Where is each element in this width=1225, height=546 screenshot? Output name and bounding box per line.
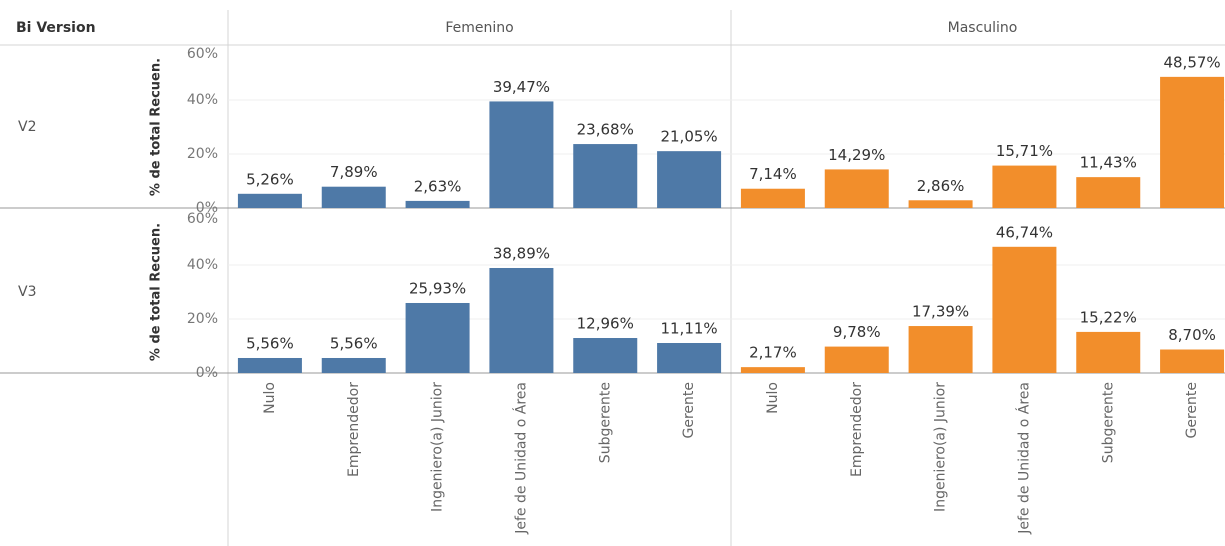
y-tick-label: 20% [187,146,218,162]
bar [237,357,302,373]
bar [1160,349,1225,373]
bar [908,200,973,208]
y-tick-label: 40% [187,257,218,273]
x-tick-label: Ingeniero(a) Junior [430,382,446,512]
bar [573,338,638,373]
value-label: 17,39% [912,303,969,321]
y-tick-label: 40% [187,92,218,108]
y-tick-label: 0% [196,200,218,216]
y-axis-label: % de total Recuen. [149,223,164,361]
value-label: 2,17% [749,344,797,362]
row-header: Bi Version [16,20,96,36]
value-label: 7,89% [330,163,378,181]
bar [321,357,386,373]
value-label: 11,43% [1080,154,1137,172]
bar [1076,177,1141,208]
value-label: 5,26% [246,170,294,188]
value-label: 15,71% [996,142,1053,160]
value-label: 46,74% [996,223,1053,241]
x-tick-label: Jefe de Unidad o Área [1015,382,1032,535]
y-tick-label: 20% [187,311,218,327]
value-label: 38,89% [493,244,550,262]
y-tick-label: 0% [196,365,218,381]
value-label: 5,56% [246,334,294,352]
y-tick-label: 60% [187,211,218,227]
y-axis-label: % de total Recuen. [149,58,164,196]
bar [237,193,302,208]
value-label: 25,93% [409,279,466,297]
value-label: 12,96% [577,315,634,333]
bar [321,186,386,208]
value-label: 15,22% [1080,308,1137,326]
x-tick-label: Subgerente [597,382,613,463]
x-tick-label: Ingeniero(a) Junior [933,382,949,512]
x-tick-label: Jefe de Unidad o Área [512,382,529,535]
value-label: 2,86% [917,177,965,195]
column-header: Masculino [948,20,1018,36]
bar [405,200,470,208]
bar [1076,331,1141,373]
value-label: 21,05% [660,128,717,146]
bar [573,144,638,208]
x-tick-label: Emprendedor [849,382,865,477]
bar [908,326,973,373]
x-tick-label: Gerente [1184,382,1200,439]
bar [1160,76,1225,209]
bar [992,246,1057,373]
bar [657,151,722,208]
x-tick-label: Gerente [681,382,697,439]
value-label: 48,57% [1163,53,1220,71]
value-label: 7,14% [749,165,797,183]
row-label: V2 [18,119,36,135]
y-tick-label: 60% [187,46,218,62]
value-label: 23,68% [577,121,634,139]
x-tick-label: Nulo [262,382,278,414]
value-label: 14,29% [828,146,885,164]
bar [740,367,805,373]
bar [657,343,722,373]
value-label: 39,47% [493,78,550,96]
bar [405,302,470,373]
bar [489,267,554,373]
value-label: 8,70% [1168,326,1216,344]
value-label: 9,78% [833,323,881,341]
value-label: 11,11% [660,320,717,338]
value-label: 5,56% [330,334,378,352]
x-tick-label: Subgerente [1100,382,1116,463]
row-label: V3 [18,284,36,300]
bar [824,346,889,373]
value-label: 2,63% [414,177,462,195]
bar [992,165,1057,208]
column-header: Femenino [445,20,513,36]
bar [489,101,554,208]
bar [740,188,805,208]
x-tick-label: Nulo [765,382,781,414]
bar [824,169,889,208]
x-tick-label: Emprendedor [346,382,362,477]
